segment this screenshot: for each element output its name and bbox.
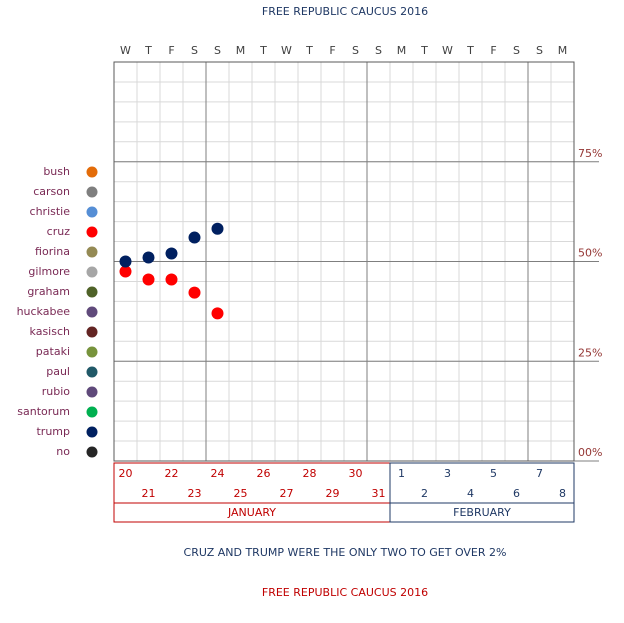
x-tick-label: 21 [142, 487, 156, 500]
x-tick-label: 7 [536, 467, 543, 480]
x-tick-label: 30 [349, 467, 363, 480]
x-tick-label: 29 [326, 487, 340, 500]
legend-label: bush [43, 165, 70, 178]
x-tick-label: 23 [188, 487, 202, 500]
weekday-label: F [329, 44, 335, 57]
point [119, 265, 132, 278]
legend-marker [86, 366, 98, 378]
chart-footer: FREE REPUBLIC CAUCUS 2016 [262, 586, 428, 599]
legend-marker [86, 206, 98, 218]
legend-marker [86, 426, 98, 438]
weekday-label: T [420, 44, 428, 57]
point [188, 286, 201, 299]
point [142, 273, 155, 286]
legend-marker [86, 306, 98, 318]
x-tick-label: 27 [280, 487, 294, 500]
legend-marker [86, 386, 98, 398]
weekday-label: F [168, 44, 174, 57]
x-tick-label: 2 [421, 487, 428, 500]
y-tick-label: 25% [578, 346, 602, 359]
legend-label: santorum [17, 405, 70, 418]
chart-subtitle: CRUZ AND TRUMP WERE THE ONLY TWO TO GET … [184, 546, 507, 559]
x-tick-label: 4 [467, 487, 474, 500]
point [119, 255, 132, 268]
legend-label: carson [33, 185, 70, 198]
weekday-label: W [281, 44, 292, 57]
legend-marker [86, 406, 98, 418]
point [142, 251, 155, 264]
month-label: FEBRUARY [453, 506, 511, 519]
x-tick-label: 5 [490, 467, 497, 480]
weekday-label: S [513, 44, 520, 57]
x-tick-label: 20 [119, 467, 133, 480]
x-tick-label: 25 [234, 487, 248, 500]
plot-frame [113, 61, 575, 462]
legend-marker [86, 446, 98, 458]
legend-label: graham [27, 285, 70, 298]
weekday-label: M [558, 44, 568, 57]
month-label: JANUARY [227, 506, 276, 519]
x-tick-label: 6 [513, 487, 520, 500]
point [165, 273, 178, 286]
month-box [389, 462, 575, 523]
weekday-label: M [236, 44, 246, 57]
point [211, 307, 224, 320]
legend-label: huckabee [17, 305, 71, 318]
legend-marker [86, 346, 98, 358]
weekday-label: S [214, 44, 221, 57]
weekday-label: M [397, 44, 407, 57]
weekday-label: S [536, 44, 543, 57]
legend-marker [86, 246, 98, 258]
x-tick-label: 1 [398, 467, 405, 480]
weekday-label: S [375, 44, 382, 57]
legend-label: no [56, 445, 70, 458]
legend-label: paul [46, 365, 70, 378]
y-tick-label: 75% [578, 147, 602, 160]
y-tick-label: 50% [578, 247, 602, 260]
legend-marker [86, 186, 98, 198]
legend-marker [86, 286, 98, 298]
legend-marker [86, 326, 98, 338]
legend-label: rubio [42, 385, 71, 398]
x-tick-label: 22 [165, 467, 179, 480]
weekday-label: T [144, 44, 152, 57]
legend-marker [86, 266, 98, 278]
weekday-label: T [305, 44, 313, 57]
chart-title: FREE REPUBLIC CAUCUS 2016 [262, 5, 428, 18]
weekday-label: T [466, 44, 474, 57]
legend-label: gilmore [28, 265, 70, 278]
legend-label: cruz [47, 225, 71, 238]
legend-label: trump [36, 425, 70, 438]
x-tick-label: 8 [559, 487, 566, 500]
legend-marker [86, 226, 98, 238]
point [188, 231, 201, 244]
legend-label: kasisch [30, 325, 70, 338]
weekday-label: F [490, 44, 496, 57]
x-tick-label: 24 [211, 467, 225, 480]
x-tick-label: 31 [372, 487, 386, 500]
legend-label: fiorina [35, 245, 70, 258]
weekday-label: T [259, 44, 267, 57]
point [211, 222, 224, 235]
x-tick-label: 3 [444, 467, 451, 480]
weekday-label: S [352, 44, 359, 57]
weekday-label: W [120, 44, 131, 57]
weekday-label: S [191, 44, 198, 57]
point [165, 247, 178, 260]
weekday-label: W [442, 44, 453, 57]
x-tick-label: 28 [303, 467, 317, 480]
x-tick-label: 26 [257, 467, 271, 480]
legend-label: christie [30, 205, 71, 218]
y-tick-label: 00% [578, 446, 602, 459]
legend-marker [86, 166, 98, 178]
legend-label: pataki [36, 345, 70, 358]
